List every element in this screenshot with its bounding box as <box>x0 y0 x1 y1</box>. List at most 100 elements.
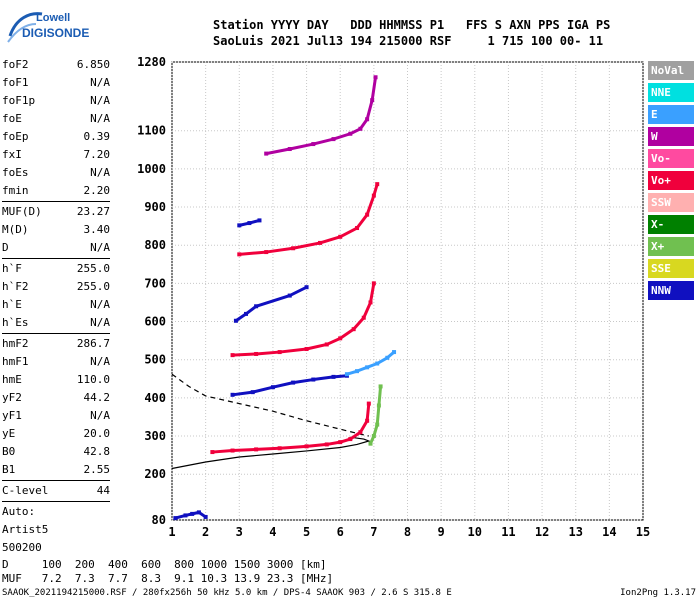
trace-segment <box>232 390 253 397</box>
legend-item: Vo- <box>648 149 694 168</box>
header-row-labels: Station YYYY DAY DDD HHMMSS P1 FFS S AXN… <box>213 18 611 32</box>
x-tick-label: 1 <box>168 525 175 539</box>
y-tick-label: 200 <box>144 467 166 481</box>
trace-segment <box>365 403 371 421</box>
x-tick-label: 2 <box>202 525 209 539</box>
auto-code: 500200 <box>2 541 42 554</box>
trace-point <box>203 514 208 519</box>
trace-segment <box>239 250 267 256</box>
footer-version: Ion2Png 1.3.17 <box>620 588 696 598</box>
trace-segment <box>369 283 376 303</box>
trace-segment <box>292 241 321 250</box>
trace-point <box>257 218 262 223</box>
trace-point <box>304 285 309 290</box>
trace-segment <box>375 405 381 425</box>
trace-segment <box>339 327 355 340</box>
param-row: fxI 7.20 <box>2 146 110 164</box>
param-row: yF1 N/A <box>2 407 110 425</box>
param-row: M(D) 3.40 <box>2 221 110 239</box>
divider <box>2 258 110 259</box>
param-row: yE 20.0 <box>2 425 110 443</box>
trace-point <box>375 182 380 187</box>
param-value: 2.20 <box>83 184 111 197</box>
param-name: B1 <box>2 463 16 476</box>
y-tick-label: 300 <box>144 429 166 443</box>
legend-item: X- <box>648 215 694 234</box>
param-name: foEp <box>2 130 29 143</box>
trace-segment <box>255 294 291 308</box>
trace-segment <box>339 226 358 239</box>
trace-segment <box>377 386 383 406</box>
param-row: hmF1 N/A <box>2 353 110 371</box>
param-name: h`F2 <box>2 280 29 293</box>
divider <box>2 501 110 502</box>
param-name: hmE <box>2 373 22 386</box>
param-name: foEs <box>2 166 29 179</box>
param-value: N/A <box>90 166 110 179</box>
param-value: 286.7 <box>76 337 110 350</box>
clevel-name: C-level <box>2 484 49 497</box>
x-tick-label: 15 <box>636 525 650 539</box>
x-tick-label: 13 <box>568 525 582 539</box>
param-row: B1 2.55 <box>2 461 110 479</box>
legend-item: NNW <box>648 281 694 300</box>
logo-swoosh-icon <box>7 12 43 43</box>
trace-segment <box>355 213 369 229</box>
trace-point <box>378 384 383 389</box>
x-tick-label: 11 <box>501 525 515 539</box>
param-value: N/A <box>90 355 110 368</box>
y-tick-label: 600 <box>144 315 166 329</box>
x-tick-label: 8 <box>404 525 411 539</box>
y-tick-label: 800 <box>144 238 166 252</box>
x-tick-label: 4 <box>269 525 276 539</box>
trace-point <box>373 75 378 80</box>
y-tick-label: 1000 <box>137 162 166 176</box>
trace-segment <box>232 447 257 453</box>
y-tick-label: 400 <box>144 391 166 405</box>
trace-segment <box>292 378 314 385</box>
trace-segment <box>313 375 334 382</box>
param-value: 23.27 <box>76 205 110 218</box>
param-name: h`F <box>2 262 22 275</box>
trace-segment <box>326 336 341 346</box>
divider <box>2 333 110 334</box>
param-name: foF2 <box>2 58 29 71</box>
param-value: 110.0 <box>76 373 110 386</box>
trace-segment <box>312 137 334 146</box>
param-name: h`E <box>2 298 22 311</box>
param-row: foEp 0.39 <box>2 128 110 146</box>
trace-segment <box>212 449 233 454</box>
param-name: MUF(D) <box>2 205 42 218</box>
model-profile-dashed <box>171 373 369 437</box>
trace-segment <box>265 246 294 254</box>
legend-item: NoVal <box>648 61 694 80</box>
x-tick-label: 7 <box>370 525 377 539</box>
muf-distance-row: D 100 200 400 600 800 1000 1500 3000 [km… <box>2 558 327 571</box>
trace-segment <box>333 374 348 379</box>
param-name: B0 <box>2 445 16 458</box>
y-tick-label: 500 <box>144 353 166 367</box>
x-tick-label: 12 <box>535 525 549 539</box>
logo-text-digisonde: DIGISONDE <box>22 26 90 40</box>
param-name: yF1 <box>2 409 22 422</box>
muf-frequency-row: MUF 7.2 7.3 7.7 8.3 9.1 10.3 13.9 23.3 [… <box>2 572 334 585</box>
trace-segment <box>370 77 378 101</box>
y-tick-label: 80 <box>152 513 166 527</box>
param-row: foEs N/A <box>2 164 110 182</box>
param-row: foF2 6.850 <box>2 56 110 74</box>
param-name: foE <box>2 112 22 125</box>
legend-item: SSE <box>648 259 694 278</box>
x-tick-label: 9 <box>438 525 445 539</box>
true-height-profile <box>171 436 371 470</box>
param-row: yF2 44.2 <box>2 389 110 407</box>
trace-segment <box>289 142 314 151</box>
trace-segment <box>306 442 327 448</box>
trace-segment <box>289 285 308 297</box>
x-tick-label: 6 <box>337 525 344 539</box>
clevel-row: C-level 44 <box>2 482 110 500</box>
param-value: 255.0 <box>76 280 110 293</box>
trace-segment <box>362 301 372 319</box>
trace-segment <box>333 132 351 141</box>
param-name: fxI <box>2 148 22 161</box>
